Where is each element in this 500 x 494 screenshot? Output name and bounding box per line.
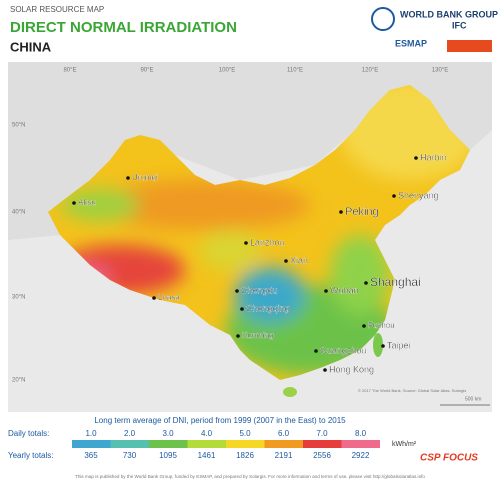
- city-label: Hong Kong: [329, 364, 374, 374]
- legend-title: Yearly totals:: [8, 451, 54, 460]
- city-label: Wuhan: [330, 285, 358, 295]
- world-bank-logo: [371, 7, 395, 31]
- kicker: SOLAR RESOURCE MAP: [10, 5, 104, 14]
- city-label: Aksu: [78, 198, 96, 207]
- logo-text: WORLD BANK GROUP: [400, 9, 498, 19]
- daily-value: 1.0: [85, 429, 97, 438]
- city-dot: [364, 281, 368, 285]
- zone: [330, 235, 390, 315]
- city-dot: [126, 176, 130, 180]
- legend-swatch: [187, 440, 226, 448]
- yearly-value: 2191: [275, 451, 293, 460]
- footer: This map is published by the World Bank …: [75, 474, 425, 479]
- unit: kWh/m²: [392, 441, 417, 448]
- city-label: Harbin: [420, 152, 447, 162]
- longitude-label: 110°E: [287, 68, 303, 74]
- longitude-label: 80°E: [63, 68, 76, 74]
- yearly-value: 1461: [198, 451, 216, 460]
- city-dot: [339, 210, 343, 214]
- legend-swatch: [110, 440, 149, 448]
- city-dot: [314, 349, 318, 353]
- zone: [235, 267, 305, 323]
- yearly-value: 1826: [236, 451, 254, 460]
- longitude-label: 120°E: [362, 68, 378, 74]
- daily-value: 2.0: [124, 429, 136, 438]
- city-dot: [236, 334, 240, 338]
- labels: SOLAR RESOURCE MAP DIRECT NORMAL IRRADIAT…: [8, 5, 498, 479]
- city-label: Shanghai: [370, 275, 421, 289]
- yearly-value: 730: [123, 451, 137, 460]
- logo-text: IFC: [452, 20, 467, 30]
- city-dot: [240, 307, 244, 311]
- city-dot: [392, 194, 396, 198]
- logo-text: ESMAP: [395, 38, 427, 48]
- city-label: Xian: [290, 255, 308, 265]
- legend-title: Daily totals:: [8, 429, 49, 438]
- hainan: [283, 387, 297, 397]
- zone: [200, 230, 260, 270]
- legend-caption: Long term average of DNI, period from 19…: [94, 416, 346, 425]
- city-dot: [324, 289, 328, 293]
- scale-label: 500 km: [465, 396, 481, 402]
- latitude-label: 30°N: [12, 295, 25, 301]
- city-label: Shenyang: [398, 190, 439, 200]
- daily-value: 8.0: [355, 429, 367, 438]
- latitude-label: 50°N: [12, 123, 25, 129]
- daily-value: 7.0: [316, 429, 328, 438]
- city-label: Lhasa: [158, 293, 180, 302]
- city-label: Chengdu: [241, 285, 278, 295]
- city-label: Guangzhou: [320, 345, 367, 355]
- city-dot: [323, 368, 327, 372]
- city-label: Fuzhou: [368, 321, 395, 330]
- city-dot: [414, 156, 418, 160]
- city-label: Taipei: [387, 340, 411, 350]
- longitude-label: 90°E: [140, 68, 153, 74]
- yearly-value: 1095: [159, 451, 177, 460]
- solargis-logo: [447, 40, 492, 52]
- city-label: Lanzhou: [250, 237, 285, 247]
- daily-value: 6.0: [278, 429, 290, 438]
- zone: [60, 189, 140, 221]
- city-dot: [284, 259, 288, 263]
- city-label: Kunming: [242, 331, 274, 340]
- daily-value: 4.0: [201, 429, 213, 438]
- daily-value: 5.0: [239, 429, 251, 438]
- zone: [90, 180, 310, 230]
- city-dot: [152, 296, 156, 300]
- city-label: Urumqi: [132, 173, 158, 182]
- city-label: Peking: [345, 206, 379, 218]
- zones: [55, 85, 470, 375]
- yearly-value: 2556: [313, 451, 331, 460]
- legend-swatch: [303, 440, 342, 448]
- legend-swatch: [264, 440, 303, 448]
- longitude-label: 130°E: [432, 68, 448, 74]
- latitude-label: 40°N: [12, 210, 25, 216]
- yearly-value: 2922: [352, 451, 370, 460]
- daily-value: 3.0: [162, 429, 174, 438]
- latitude-label: 20°N: [12, 378, 25, 384]
- subtitle: CHINA: [10, 39, 52, 54]
- city-dot: [72, 201, 76, 205]
- longitude-label: 100°E: [219, 68, 235, 74]
- legend-swatch: [226, 440, 265, 448]
- city-label: Chongqing: [246, 303, 290, 313]
- taiwan: [373, 333, 383, 357]
- city-dot: [244, 241, 248, 245]
- brand: CSP FOCUS: [420, 453, 478, 464]
- yearly-value: 365: [84, 451, 98, 460]
- copyright: © 2017 The World Bank, Source: Global So…: [358, 388, 466, 393]
- city-dot: [362, 324, 366, 328]
- city-dot: [381, 344, 385, 348]
- city-dot: [235, 289, 239, 293]
- legend-swatch: [149, 440, 188, 448]
- title: DIRECT NORMAL IRRADIATION: [10, 19, 237, 36]
- legend-swatch: [72, 440, 111, 448]
- legend-swatch: [341, 440, 380, 448]
- neighbor-land: [8, 62, 492, 240]
